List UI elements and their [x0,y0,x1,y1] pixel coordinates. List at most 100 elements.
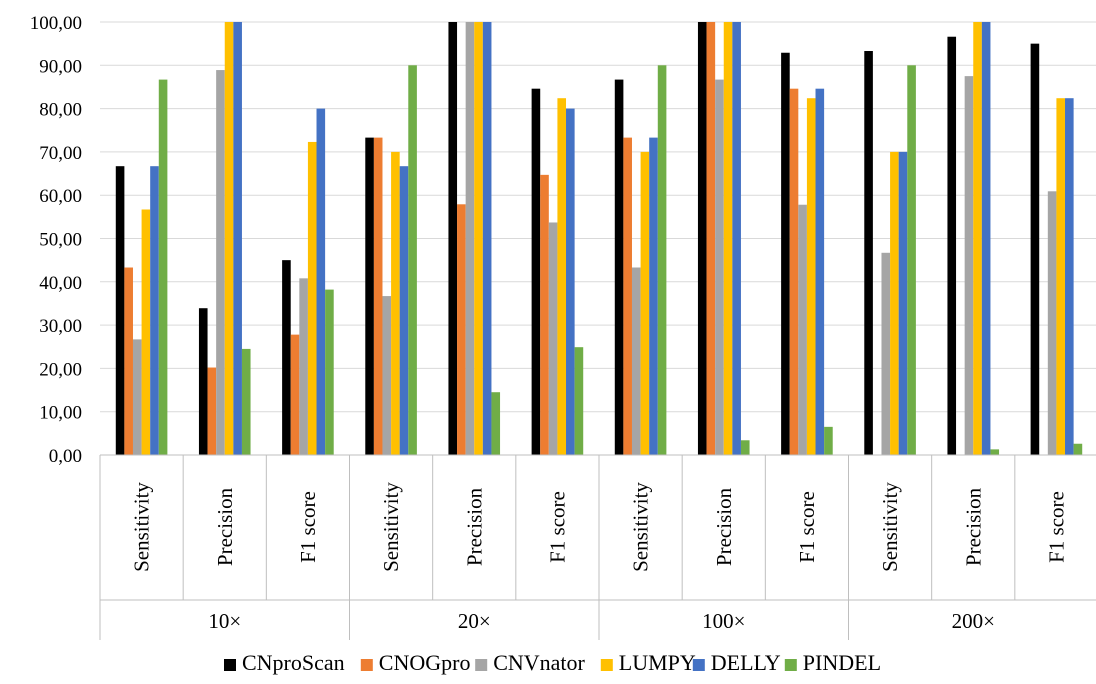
legend-swatch [692,659,705,671]
bar-cnvnator [881,252,891,455]
x-category-label: Sensitivity [878,482,902,572]
bar-cnvnator [132,339,142,455]
bar-cnvnator [631,267,641,455]
y-tick-label: 60,00 [39,186,82,207]
bar-cnvnator [216,70,225,456]
y-tick-label: 100,00 [30,13,82,34]
x-category-label: F1 score [1044,491,1068,563]
bars [115,22,1083,456]
y-tick-label: 20,00 [39,359,82,380]
bar-lumpy [806,98,816,455]
bar-cnvnator [964,76,974,455]
legend-swatch [475,659,488,671]
bar-pindel [574,347,584,455]
legend-entry: DELLY [711,650,781,675]
bar-cnvnator [465,22,475,455]
x-category-label: F1 score [795,491,819,563]
bar-cnogpro [124,267,133,455]
bar-cnogpro [623,137,632,455]
bar-delly [898,151,908,455]
bar-lumpy [474,22,483,455]
bar-cnproscan [947,36,957,456]
legend-entry: LUMPY [619,650,696,675]
bar-lumpy [307,141,317,456]
bar-delly [233,22,242,455]
x-category-label: Precision [961,487,985,566]
y-tick-label: 80,00 [39,100,82,121]
bar-delly [399,166,409,455]
bar-cnogpro [207,367,217,455]
legend-entry: CNVnator [493,650,585,675]
x-category-label: F1 score [545,491,569,563]
y-tick-label: 50,00 [39,230,82,251]
bar-delly [649,137,658,455]
bar-delly [981,22,991,455]
bar-cnproscan [531,88,541,455]
bar-pindel [408,65,417,456]
bar-cnogpro [457,204,466,455]
bar-pindel [241,348,251,455]
bar-lumpy [723,22,733,455]
legend-swatch [784,659,797,671]
x-group-label: 20× [458,609,491,633]
legend-entry: CNproScan [242,650,345,675]
bar-cnproscan [864,51,873,456]
bar-cnproscan [282,260,291,455]
x-category-label: F1 score [296,491,320,563]
bar-pindel [740,440,750,455]
y-tick-label: 0,00 [49,446,82,467]
bar-lumpy [557,98,567,455]
y-tick-label: 90,00 [39,56,82,77]
y-gridlines [100,21,1096,413]
bar-cnproscan [365,137,374,455]
bar-cnogpro [789,88,799,455]
legend-swatch [600,659,613,671]
x-category-label: Sensitivity [130,482,154,572]
x-category-label: Sensitivity [379,482,403,572]
bar-lumpy [890,151,899,455]
legend-entry: CNOGpro [379,650,471,675]
legend-swatch [224,659,236,671]
bar-pindel [824,426,833,455]
bar-pindel [657,65,667,456]
bar-cnogpro [706,22,716,455]
bar-pindel [325,289,334,455]
bar-lumpy [640,151,650,455]
bar-pindel [491,392,501,455]
bar-delly [482,22,492,455]
bar-delly [316,108,326,455]
bar-delly [732,22,741,455]
y-tick-label: 70,00 [39,143,82,164]
bar-delly [150,166,159,455]
bar-lumpy [141,209,151,455]
bar-cnproscan [448,22,458,455]
x-category-label: Precision [462,487,486,566]
bar-cnvnator [715,79,724,456]
y-tick-label: 30,00 [39,316,82,337]
bar-cnvnator [798,204,807,455]
x-group-label: 10× [208,609,241,633]
bar-cnproscan [781,52,790,455]
bar-delly [566,108,575,455]
x-category-label: Precision [213,487,237,566]
x-category-label: Precision [712,487,736,566]
bar-cnproscan [1030,43,1040,456]
y-tick-label: 10,00 [39,403,82,424]
legend: CNproScan CNOGpro CNVnator LUMPY DELLY PINDEL [224,650,881,675]
bar-lumpy [224,22,234,455]
bar-cnproscan [614,79,624,456]
bar-cnproscan [115,166,125,455]
bar-cnproscan [198,308,208,455]
bar-delly [815,88,825,455]
x-group-label: 100× [702,609,745,633]
bar-cnvnator [299,278,308,455]
bar-pindel [990,449,1000,455]
bar-cnvnator [1047,191,1057,456]
legend-swatch [360,659,373,671]
bar-pindel [158,79,168,456]
bar-cnproscan [697,22,707,455]
bar-lumpy [391,151,400,455]
bar-lumpy [1056,98,1066,455]
bar-lumpy [973,22,982,455]
